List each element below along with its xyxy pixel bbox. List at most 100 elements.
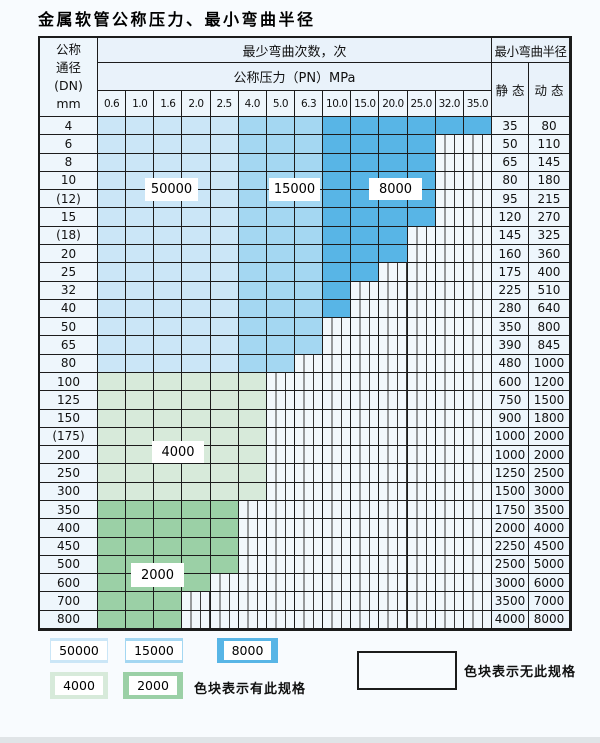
spec-cell: [182, 299, 211, 319]
no-spec-cell: [463, 519, 492, 538]
no-spec-cell: [351, 391, 380, 410]
corner-line-3: (DN): [54, 78, 83, 93]
spec-cell: [98, 354, 127, 373]
spec-cell: [154, 336, 183, 355]
spec-cell: [210, 446, 239, 465]
no-spec-cell: [435, 190, 464, 209]
no-spec-cell: [379, 464, 408, 483]
spec-cell: [154, 610, 183, 629]
dn-cell: 250: [40, 464, 98, 483]
no-spec-cell: [323, 519, 352, 538]
no-spec-cell: [407, 245, 436, 264]
no-spec-cell: [463, 537, 492, 556]
no-spec-cell: [351, 354, 380, 373]
no-spec-cell: [435, 501, 464, 520]
page-title: 金属软管公称压力、最小弯曲半径: [38, 10, 316, 29]
spec-cell: [126, 117, 155, 136]
dynamic-value-cell: 800: [528, 318, 570, 337]
spec-cell: [182, 482, 211, 501]
no-spec-cell: [266, 391, 295, 410]
spec-cell: [210, 464, 239, 483]
no-spec-cell: [463, 409, 492, 428]
spec-cell: [351, 153, 380, 172]
no-spec-cell: [463, 373, 492, 392]
static-value-cell: 600: [491, 373, 529, 392]
dynamic-value-cell: 2500: [528, 464, 570, 483]
no-spec-cell: [266, 464, 295, 483]
static-value-cell: 2000: [491, 519, 529, 538]
spec-cell: [435, 117, 464, 136]
spec-cell: [379, 117, 408, 136]
dynamic-value-cell: 6000: [528, 574, 570, 593]
spec-cell: [351, 135, 380, 154]
no-spec-cell: [435, 574, 464, 593]
spec-cell: [154, 373, 183, 392]
no-spec-cell: [435, 391, 464, 410]
dynamic-value-cell: 180: [528, 171, 570, 191]
no-spec-cell: [435, 446, 464, 465]
static-value-cell: 50: [491, 135, 529, 154]
spec-cell: [294, 318, 324, 337]
no-spec-cell: [294, 391, 324, 410]
spec-cell: [154, 592, 183, 611]
no-spec-cell: [463, 391, 492, 410]
spec-cell: [154, 519, 183, 538]
spec-cell: [154, 391, 183, 410]
pressure-header-cell: 20.0: [379, 91, 408, 117]
legend-swatch-15000: 15000: [125, 638, 183, 663]
no-spec-cell: [379, 519, 408, 538]
spec-cell: [98, 610, 127, 629]
spec-cell: [154, 501, 183, 520]
static-value-cell: 3000: [491, 574, 529, 593]
bend-radius-header: 最小弯曲半径: [491, 38, 570, 63]
no-spec-cell: [435, 318, 464, 337]
spec-cell: [98, 336, 127, 355]
no-spec-cell: [379, 391, 408, 410]
no-spec-cell: [463, 245, 492, 264]
no-spec-cell: [351, 574, 380, 593]
no-spec-cell: [294, 446, 324, 465]
dynamic-value-cell: 510: [528, 281, 570, 300]
no-spec-cell: [351, 427, 380, 447]
dynamic-value-cell: 640: [528, 299, 570, 319]
spec-cell: [323, 226, 352, 245]
no-spec-cell: [435, 555, 464, 575]
no-spec-cell: [294, 373, 324, 392]
spec-cell: [126, 427, 155, 447]
no-spec-cell: [435, 427, 464, 447]
spec-cell: [98, 117, 127, 136]
dynamic-value-cell: 7000: [528, 592, 570, 611]
spec-cell: [126, 299, 155, 319]
no-spec-cell: [407, 592, 436, 611]
no-spec-cell: [435, 482, 464, 501]
dynamic-value-cell: 3500: [528, 501, 570, 520]
spec-cell: [379, 226, 408, 245]
no-spec-cell: [294, 592, 324, 611]
no-spec-cell: [379, 336, 408, 355]
no-spec-cell: [238, 574, 267, 593]
dn-cell: 6: [40, 135, 98, 154]
no-spec-cell: [407, 519, 436, 538]
spec-cell: [98, 555, 127, 575]
spec-cell: [407, 208, 436, 227]
spec-cell: [154, 208, 183, 227]
no-spec-cell: [266, 373, 295, 392]
cycles-label-8000: 8000: [369, 178, 422, 200]
spec-cell: [323, 171, 352, 191]
dn-cell: 450: [40, 537, 98, 556]
spec-cell: [126, 318, 155, 337]
no-spec-cell: [435, 171, 464, 191]
no-spec-cell: [435, 226, 464, 245]
no-spec-cell: [379, 555, 408, 575]
spec-cell: [98, 190, 127, 209]
no-spec-cell: [351, 537, 380, 556]
pressure-header-cell: 5.0: [266, 91, 295, 117]
spec-cell: [294, 245, 324, 264]
no-spec-cell: [379, 409, 408, 428]
legend-swatch-50000: 50000: [50, 638, 108, 663]
spec-cell: [182, 409, 211, 428]
spec-cell: [182, 117, 211, 136]
spec-cell: [210, 117, 239, 136]
static-value-cell: 280: [491, 299, 529, 319]
no-spec-cell: [407, 537, 436, 556]
